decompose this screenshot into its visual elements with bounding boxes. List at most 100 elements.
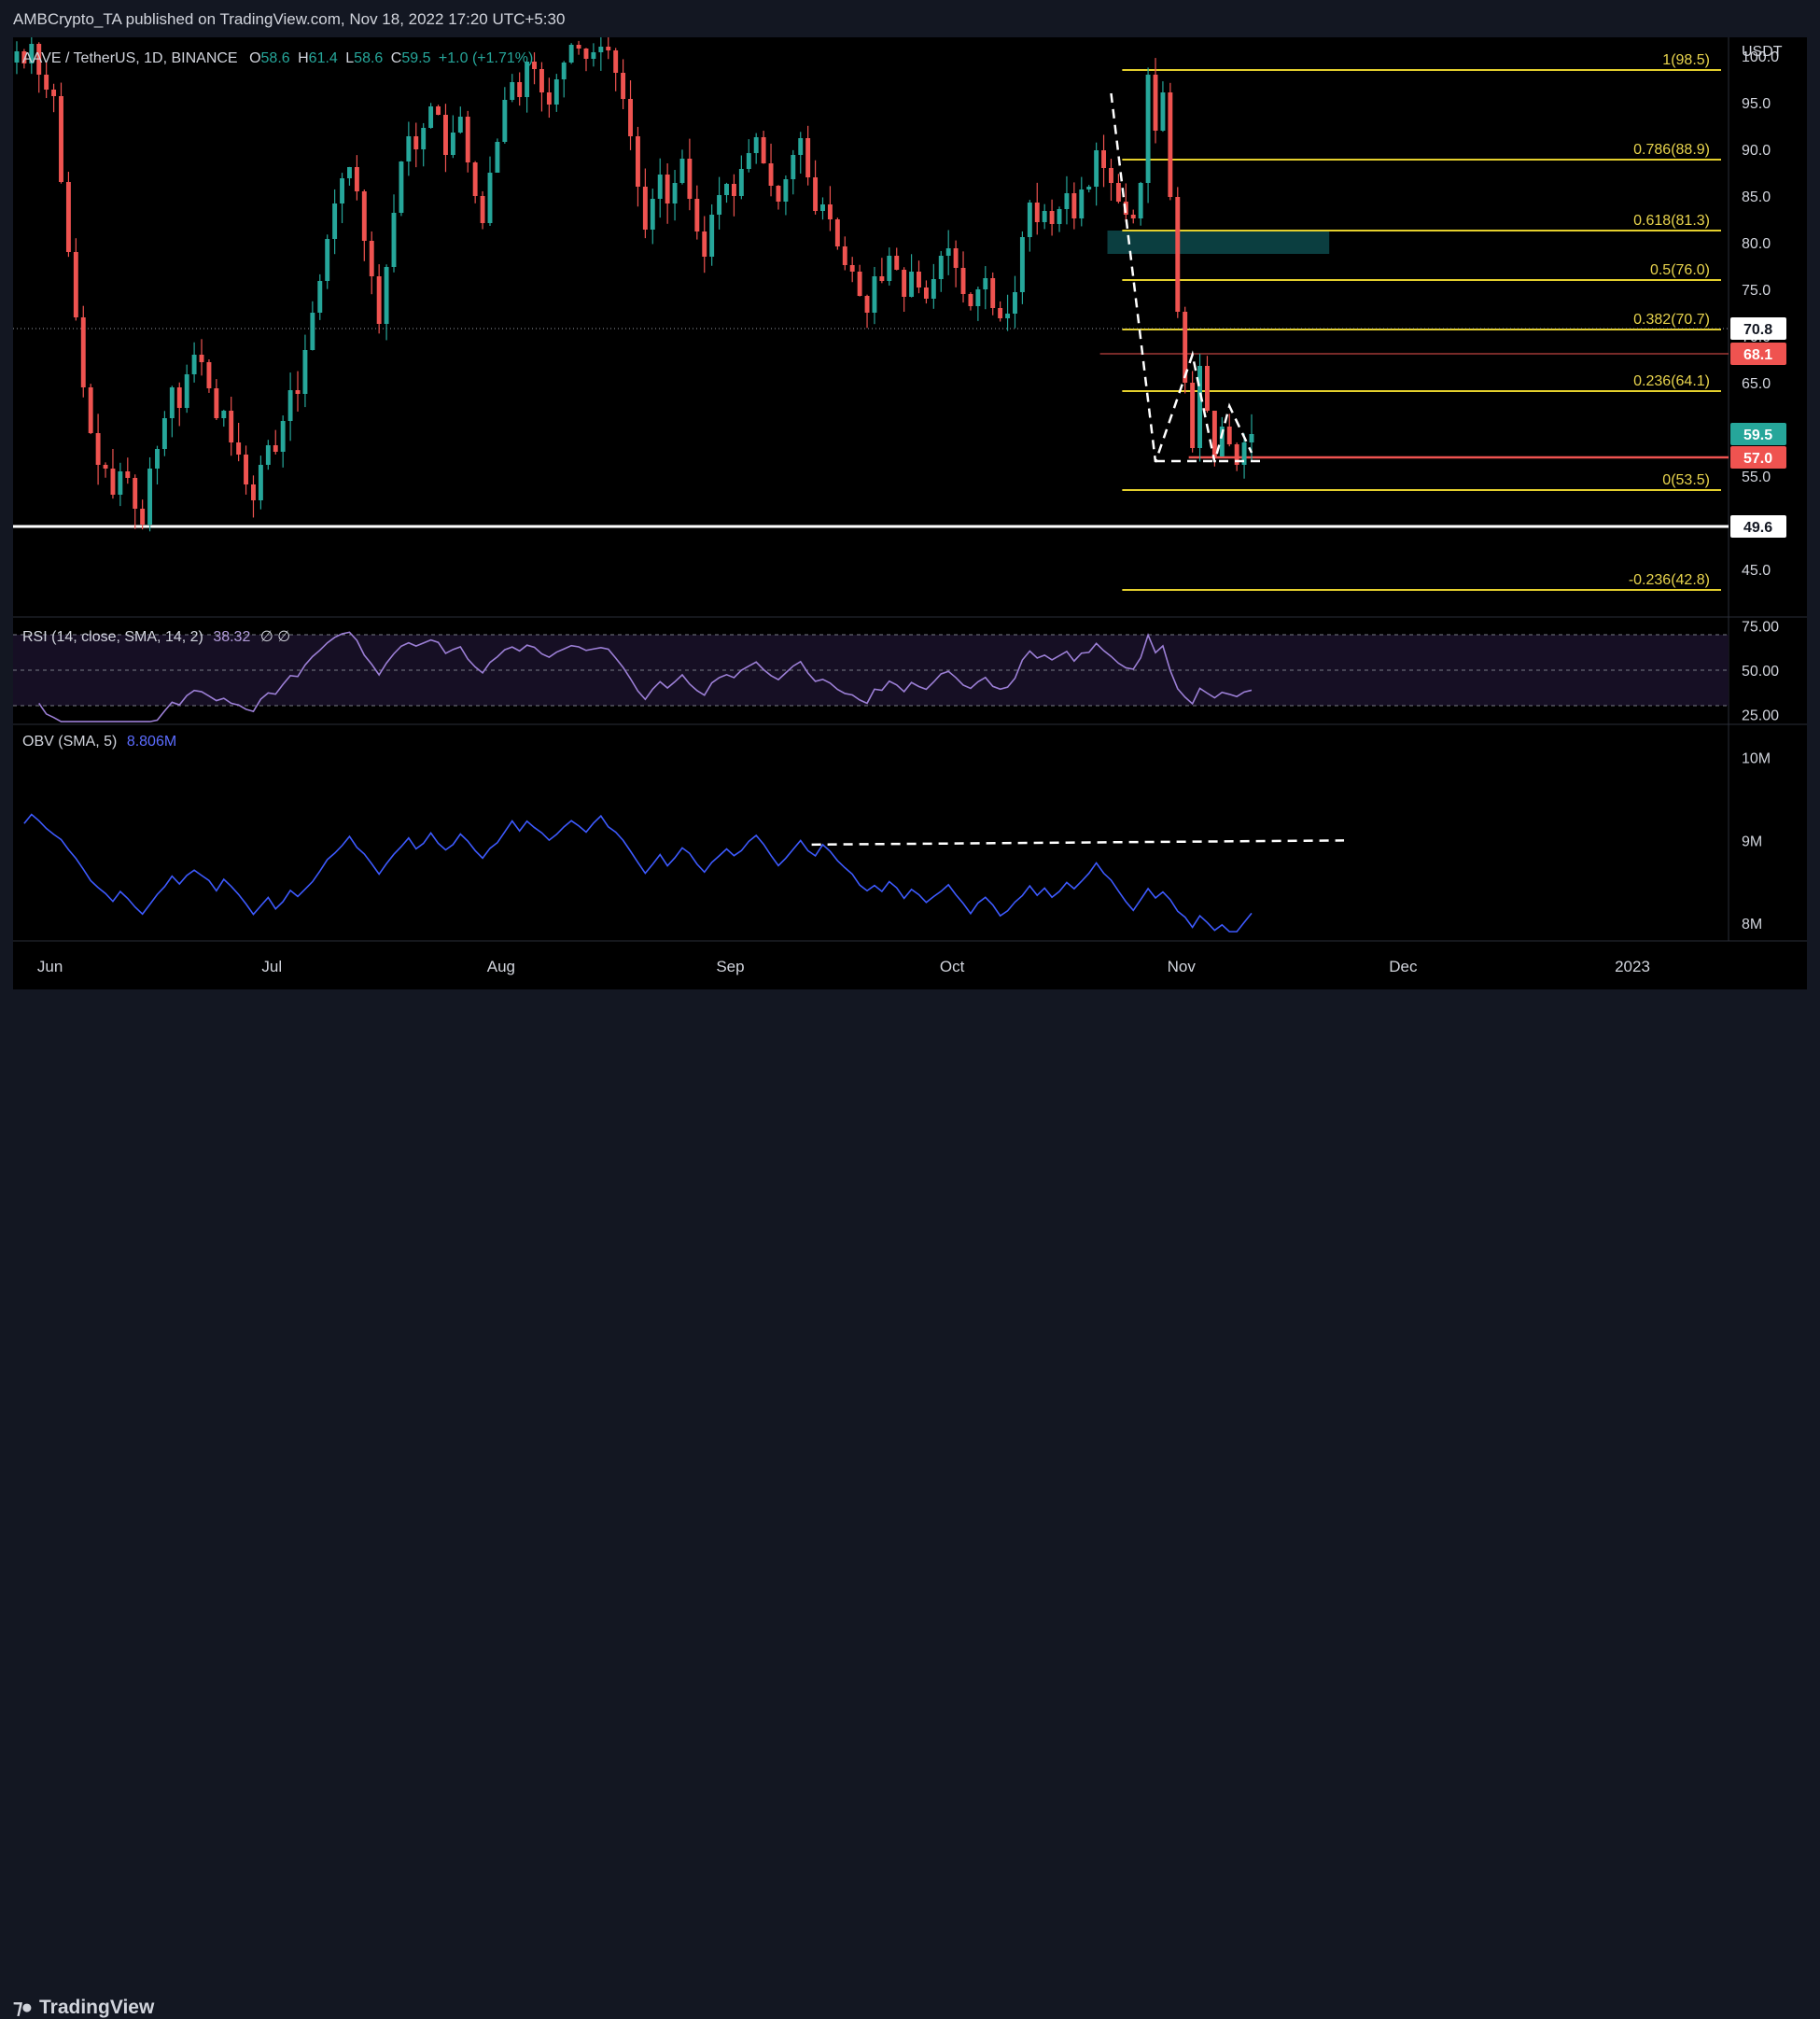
candle-body <box>44 75 49 90</box>
price-tick-label: 85.0 <box>1742 189 1771 205</box>
candle-body <box>428 106 434 128</box>
candle-body <box>21 51 27 63</box>
candle-body <box>399 161 404 213</box>
candle-body <box>1079 189 1085 218</box>
candle-body <box>88 387 93 433</box>
resistance-price-badge-bg <box>1730 446 1786 469</box>
fib-level-label: 0.618(81.3) <box>1633 213 1710 229</box>
candle-body <box>990 278 996 308</box>
candle-body <box>909 272 915 297</box>
support-price-badge-bg <box>1730 515 1786 538</box>
candle-body <box>1160 92 1166 131</box>
candle-body <box>287 390 293 421</box>
candle-body <box>642 187 648 230</box>
candle-body <box>917 272 921 287</box>
open-label: O <box>249 50 261 66</box>
x-tick-label: Dec <box>1389 958 1418 975</box>
candle-body <box>480 196 485 223</box>
candle-body <box>443 115 448 155</box>
candle-body <box>1027 203 1032 237</box>
candle-body <box>1005 314 1011 318</box>
candle-body <box>1101 150 1107 168</box>
low-label: L <box>345 50 355 66</box>
candle-body <box>635 136 640 187</box>
candle-body <box>310 313 315 350</box>
candle-body <box>923 287 929 299</box>
price-tick-label: 65.0 <box>1742 376 1771 392</box>
candle-body <box>1138 183 1143 218</box>
tradingview-logo[interactable]: ⁊● TradingView <box>13 1996 154 2019</box>
candle-body <box>694 199 700 231</box>
candle-body <box>340 178 345 203</box>
candle-body <box>887 256 892 281</box>
candle-body <box>450 133 455 155</box>
top-bar: AMBCrypto_TA published on TradingView.co… <box>0 0 1820 37</box>
candle-body <box>842 246 847 265</box>
candle-body <box>753 137 759 153</box>
support-price-badge: 49.6 <box>1743 520 1772 536</box>
candle-body <box>236 442 242 455</box>
obv-line <box>23 813 1253 932</box>
candle-body <box>968 294 973 306</box>
fib-level-label: 0(53.5) <box>1662 472 1710 488</box>
price-tick-label: 55.0 <box>1742 470 1771 485</box>
candle-body <box>953 248 959 268</box>
candle-body <box>738 169 744 196</box>
chart-canvas[interactable]: 1(98.5) 0.786(88.9) 0.618(81.3) 0.5(76.0) 0.… <box>13 37 1807 989</box>
candle-body <box>317 281 323 313</box>
candle-body <box>110 469 116 495</box>
obv-legend: OBV (SMA, 5) 8.806M <box>22 734 176 750</box>
candle-body <box>849 265 855 272</box>
chart-area[interactable]: 1(98.5) 0.786(88.9) 0.618(81.3) 0.5(76.0) 0.… <box>13 37 1807 989</box>
candle-body <box>872 276 877 313</box>
candle-body <box>125 471 131 478</box>
candle-body <box>118 471 123 495</box>
candle-body <box>717 195 722 215</box>
candle-body <box>783 179 789 202</box>
candle-body <box>650 199 655 230</box>
candle-body <box>561 63 567 79</box>
candle-body <box>1094 150 1099 187</box>
candle-body <box>1175 197 1181 312</box>
obv-label: OBV (SMA, 5) <box>22 734 118 750</box>
fib-level-label: 0.786(88.9) <box>1633 142 1710 158</box>
price-tick-label: 75.0 <box>1742 283 1771 299</box>
fib-level-label: 0.5(76.0) <box>1650 262 1710 278</box>
candle-body <box>657 175 663 199</box>
candle-body <box>539 69 544 92</box>
price-tick-label: 100.0 <box>1742 49 1779 65</box>
candle-body <box>51 90 57 96</box>
rsi-tick-label: 50.00 <box>1742 664 1779 680</box>
candle-body <box>931 279 936 299</box>
rsi-tick-label: 75.00 <box>1742 620 1779 636</box>
price-tick-label: 80.0 <box>1742 236 1771 252</box>
prev-close-price-badge: 68.1 <box>1743 347 1772 363</box>
candle-body <box>465 117 470 162</box>
candle-body <box>369 241 374 276</box>
fib-level-label: 1(98.5) <box>1662 52 1710 68</box>
candle-body <box>184 374 189 408</box>
rsi-tick-label: 25.00 <box>1742 708 1779 724</box>
candle-body <box>384 267 389 324</box>
last-price-badge: 59.5 <box>1743 428 1772 443</box>
tradingview-logo-icon: ⁊● <box>13 1997 33 2018</box>
candle-body <box>1013 292 1017 314</box>
candle-body <box>960 268 966 294</box>
candle-body <box>80 317 86 387</box>
fib-level-label: 0.382(70.7) <box>1633 312 1710 328</box>
candle-body <box>864 296 870 313</box>
candle-body <box>1049 211 1055 224</box>
candle-body <box>820 204 825 211</box>
high-label: H <box>298 50 309 66</box>
candle-body <box>487 173 493 223</box>
price-tick-label: 45.0 <box>1742 563 1771 579</box>
price-tick-label: 95.0 <box>1742 96 1771 112</box>
candle-body <box>591 52 596 59</box>
currency-label: USDT <box>1742 44 1783 60</box>
low-value: 58.6 <box>354 50 384 66</box>
candle-body <box>1145 75 1151 183</box>
candle-body <box>161 418 167 449</box>
candle-body <box>568 45 574 63</box>
candle-body <box>1249 434 1254 442</box>
candle-body <box>1205 366 1210 411</box>
